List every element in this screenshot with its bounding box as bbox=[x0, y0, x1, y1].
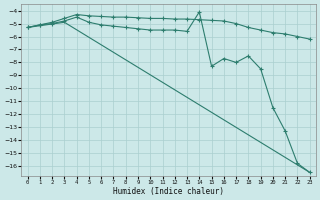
X-axis label: Humidex (Indice chaleur): Humidex (Indice chaleur) bbox=[113, 187, 224, 196]
